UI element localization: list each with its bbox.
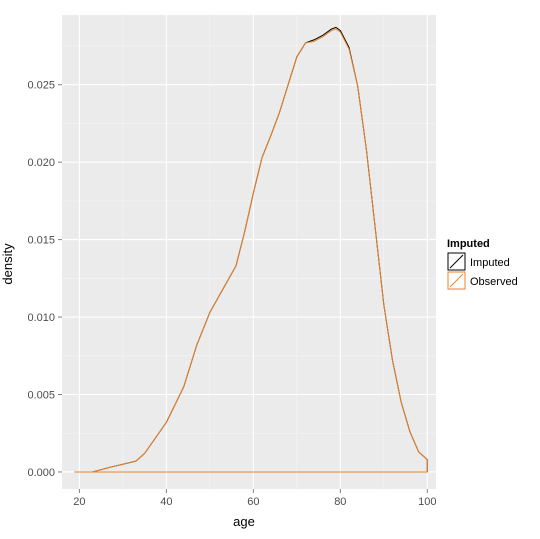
y-axis-title: density [0,243,15,285]
y-tick-label: 0.020 [27,157,55,169]
x-tick-label: 40 [160,496,172,508]
y-tick-label: 0.000 [27,467,55,479]
density-series [74,26,428,473]
x-tick-label: 60 [247,496,259,508]
legend-label-observed: Observed [470,276,518,288]
x-tick-label: 20 [73,496,85,508]
major-gridlines [62,15,436,489]
legend-title: Imputed [447,238,490,250]
y-axis-ticks: 0.000 0.005 0.010 0.015 0.020 0.025 [27,80,62,479]
legend-key-imputed-line [449,254,464,269]
y-tick-label: 0.005 [27,390,55,402]
legend: Imputed Imputed Observed [447,238,518,290]
x-tick-label: 100 [418,496,436,508]
legend-key-observed-line [449,273,464,288]
legend-key-imputed [447,252,466,271]
legend-key-observed [447,271,466,290]
minor-gridlines [62,15,436,489]
plot-panel [62,15,436,489]
density-area-observed [74,28,428,473]
y-tick-label: 0.025 [27,80,55,92]
y-tick-label: 0.015 [27,235,55,247]
x-axis-title: age [233,514,255,529]
x-axis-ticks: 20 40 60 80 100 [73,489,436,508]
y-tick-label: 0.010 [27,312,55,324]
x-tick-label: 80 [334,496,346,508]
legend-label-imputed: Imputed [470,257,510,269]
